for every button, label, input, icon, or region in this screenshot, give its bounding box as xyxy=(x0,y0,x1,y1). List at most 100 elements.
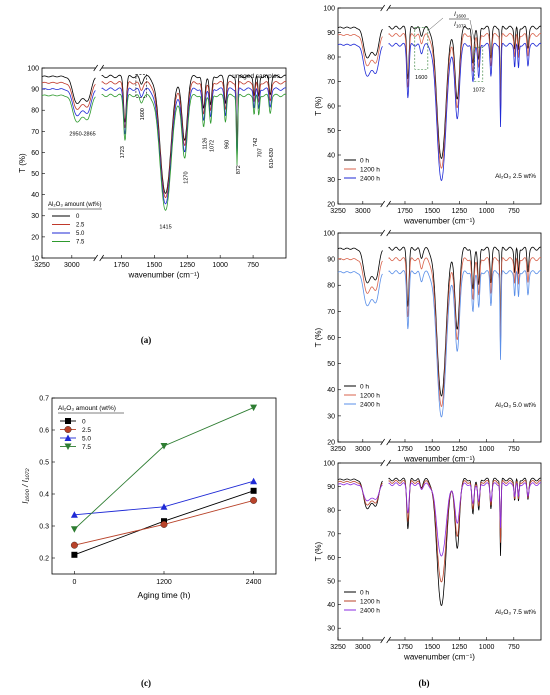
y-axis-label-b2: T (%) xyxy=(314,327,323,347)
y-tick-label-b2-8: 100 xyxy=(323,230,335,237)
y-tick-label-b2-3: 50 xyxy=(327,361,335,368)
axis-break-mark-b3-1a xyxy=(380,636,385,644)
y-tick-label-b3-0: 30 xyxy=(327,626,335,633)
x-tick-label-a-0: 3250 xyxy=(34,262,50,269)
plot-frame-a xyxy=(41,67,287,259)
axis-break-mark-b2-1b xyxy=(386,438,391,446)
axis-break-mark-b3-1b xyxy=(386,636,391,644)
y-tick-label-b1-5: 70 xyxy=(327,79,335,86)
legend-label-a-0: 0 xyxy=(76,214,80,220)
panel-label-c: (c) xyxy=(141,678,151,688)
data-point-c-0-2 xyxy=(250,487,257,494)
x-tick-label-b3-1: 3000 xyxy=(355,644,371,651)
series-line-b1-1 xyxy=(337,33,542,169)
plot-frame-b3 xyxy=(337,462,542,641)
y-tick-label-b3-5: 80 xyxy=(327,508,335,515)
y-tick-label-c-5: 0.7 xyxy=(39,396,49,403)
axis-break-mask-b3-0 xyxy=(382,460,389,466)
y-tick-label-a-8: 90 xyxy=(31,87,39,94)
ratio-numerator-sub-b1: 1600 xyxy=(456,14,467,19)
chart-b1-ftir-2-5wt: 20 30 40 50 60 70 80 90 100 3250 3000 1750 1500 1250 1… xyxy=(314,4,542,226)
y-tick-label-b1-3: 50 xyxy=(327,128,335,135)
annotation-b1-1600: 1600 xyxy=(415,75,427,81)
x-tick-label-b3-6: 750 xyxy=(508,644,520,651)
legend-label-c-2: 5.0 xyxy=(82,435,91,442)
chart-b3-ftir-7-5wt: 30 40 50 60 70 80 90 100 3250 3000 1750 1500 1250 100… xyxy=(314,459,542,662)
axis-break-mark-b3-0a xyxy=(380,459,385,467)
x-tick-label-b2-1: 3000 xyxy=(355,446,371,453)
series-line-a-1 xyxy=(41,81,287,199)
y-tick-label-b3-7: 100 xyxy=(323,460,335,467)
y-tick-label-a-0: 10 xyxy=(31,255,39,262)
y-tick-label-b3-3: 60 xyxy=(327,555,335,562)
annotation-a-3: 1415 xyxy=(159,224,171,230)
x-axis-label-b3: wavenumber (cm⁻¹) xyxy=(403,653,475,662)
x-tick-label-b2-0: 3250 xyxy=(330,446,346,453)
chart-a-ftir-unaged: 10 20 30 40 50 60 70 80 90 100 3250 3000 1750 1500 125… xyxy=(18,64,287,280)
y-tick-label-a-2: 30 xyxy=(31,213,39,220)
axis-break-mask-a-0 xyxy=(95,65,102,71)
legend-label-a-3: 7.5 xyxy=(76,240,85,246)
data-point-c-3-1 xyxy=(160,443,168,450)
ratio-numerator-b1: I xyxy=(454,12,456,18)
x-tick-label-b1-2: 1750 xyxy=(397,208,413,215)
ratio-arrow-b1-right xyxy=(469,19,476,48)
y-axis-label-b3: T (%) xyxy=(314,541,323,561)
y-tick-label-a-3: 40 xyxy=(31,192,39,199)
axis-break-mark-b2-0a xyxy=(380,229,385,237)
data-point-c-3-2 xyxy=(250,404,258,412)
legend-label-c-1: 2.5 xyxy=(82,427,91,434)
sample-label-b2: Al₂O₃ 5.0 wt% xyxy=(495,402,536,409)
y-axis-label-b1: T (%) xyxy=(314,96,323,116)
legend-label-b3-0: 0 h xyxy=(360,589,369,596)
panel-label-a: (a) xyxy=(141,335,152,345)
y-tick-label-a-4: 50 xyxy=(31,171,39,178)
y-tick-label-a-7: 80 xyxy=(31,108,39,115)
x-tick-label-b3-2: 1750 xyxy=(397,644,413,651)
axis-break-mask-b2-1 xyxy=(382,439,389,445)
x-axis-label-a: wavenumber (cm⁻¹) xyxy=(128,271,200,280)
axis-break-mask-b1-0 xyxy=(382,5,389,11)
legend-title-a: Al₂O₃ amount (wt%) xyxy=(48,202,101,208)
axis-break-mark-a-0b xyxy=(99,64,104,72)
y-tick-label-b3-4: 70 xyxy=(327,531,335,538)
x-tick-label-a-1: 3000 xyxy=(64,262,80,269)
x-tick-label-b1-0: 3250 xyxy=(330,208,346,215)
legend-label-b2-2: 2400 h xyxy=(360,401,380,408)
series-line-b2-0 xyxy=(337,246,542,397)
legend-marker-c-3 xyxy=(64,443,72,450)
x-tick-label-a-6: 750 xyxy=(247,262,259,269)
y-tick-label-b3-2: 50 xyxy=(327,578,335,585)
axis-break-mark-b1-0b xyxy=(386,4,391,12)
legend-label-b2-0: 0 h xyxy=(360,383,369,390)
annotation-a-10: 707 xyxy=(258,148,264,157)
y-tick-label-a-6: 70 xyxy=(31,129,39,136)
x-tick-label-a-3: 1500 xyxy=(147,262,163,269)
axis-break-mask-b3-1 xyxy=(382,637,389,643)
y-tick-label-b1-7: 90 xyxy=(327,30,335,37)
series-line-c-3 xyxy=(74,407,254,530)
y-tick-label-c-3: 0.5 xyxy=(39,460,49,467)
y-tick-label-c-4: 0.6 xyxy=(39,428,49,435)
axis-break-mark-b1-1a xyxy=(380,200,385,208)
axis-break-mask-b1-1 xyxy=(382,201,389,207)
y-tick-label-c-1: 0.3 xyxy=(39,524,49,531)
annotation-b1-1072: 1072 xyxy=(473,87,485,93)
x-tick-label-c-1: 1200 xyxy=(156,579,172,586)
y-tick-label-b2-5: 70 xyxy=(327,309,335,316)
annotation-a-8: 872 xyxy=(236,165,242,174)
x-tick-label-a-2: 1750 xyxy=(114,262,130,269)
x-tick-label-b1-5: 1000 xyxy=(479,208,495,215)
y-tick-label-b2-7: 90 xyxy=(327,257,335,264)
x-tick-label-b3-4: 1250 xyxy=(452,644,468,651)
legend-label-b2-1: 1200 h xyxy=(360,392,380,399)
y-tick-label-a-9: 100 xyxy=(27,65,39,72)
x-axis-label-b2: wavenumber (cm⁻¹) xyxy=(403,455,475,464)
y-tick-label-b1-4: 60 xyxy=(327,103,335,110)
axis-break-mask-a-1 xyxy=(95,255,102,261)
annotation-a-1: 1723 xyxy=(120,146,126,158)
x-tick-label-b1-1: 3000 xyxy=(355,208,371,215)
ratio-arrow-b1-left xyxy=(428,17,444,31)
data-point-c-1-1 xyxy=(160,520,168,528)
